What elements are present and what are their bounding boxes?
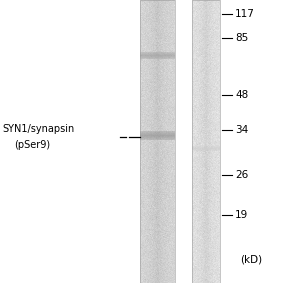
Text: 34: 34 — [235, 125, 248, 135]
Text: 26: 26 — [235, 170, 248, 180]
Text: SYN1/synapsin: SYN1/synapsin — [2, 124, 74, 134]
Text: (kD): (kD) — [240, 255, 262, 265]
Text: 48: 48 — [235, 90, 248, 100]
Text: 85: 85 — [235, 33, 248, 43]
Text: (pSer9): (pSer9) — [14, 140, 50, 150]
Bar — [192, 0, 220, 283]
Bar — [140, 0, 175, 283]
Text: 117: 117 — [235, 9, 255, 19]
Text: 19: 19 — [235, 210, 248, 220]
